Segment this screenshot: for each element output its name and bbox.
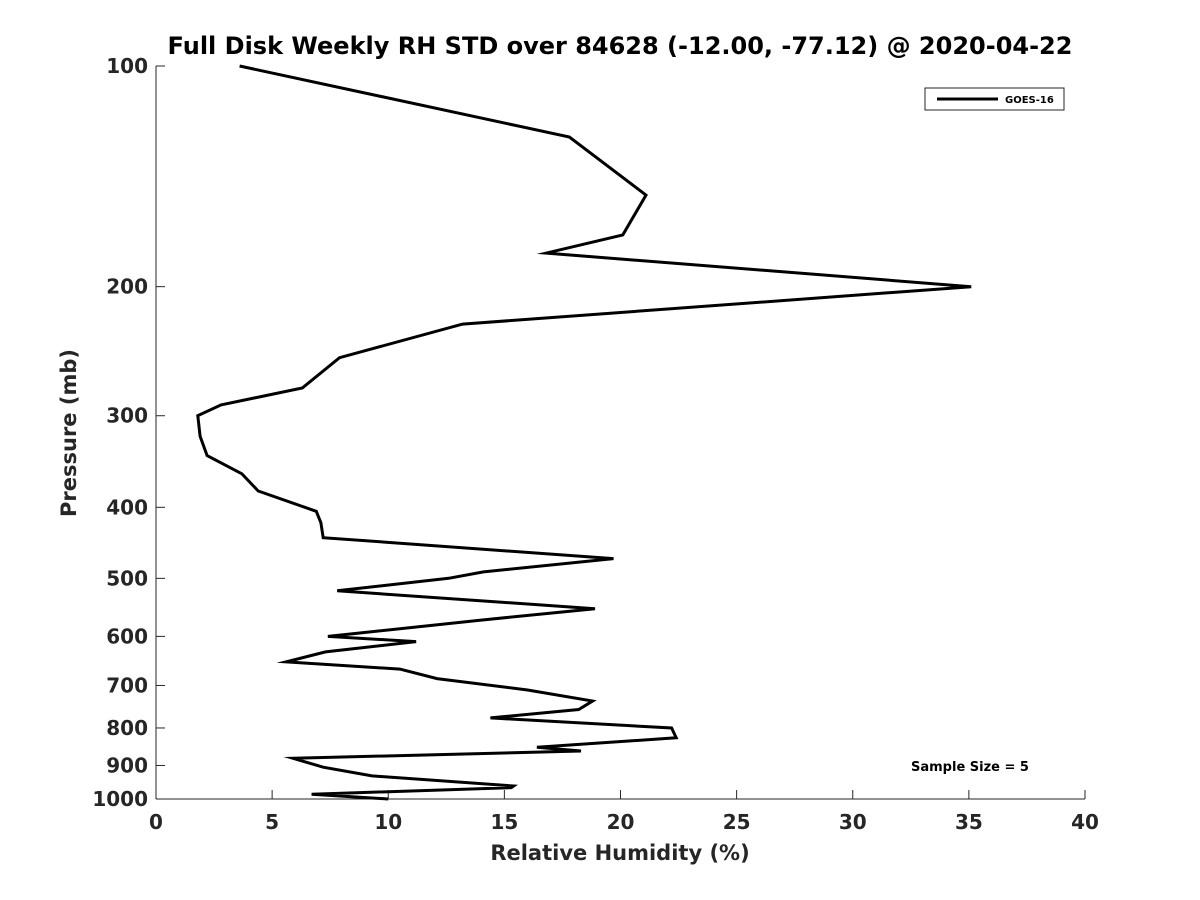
y-tick-label: 500 bbox=[106, 566, 148, 590]
x-tick-label: 5 bbox=[265, 810, 279, 834]
y-tick-label: 900 bbox=[106, 753, 148, 777]
x-tick-label: 0 bbox=[149, 810, 163, 834]
y-tick-label: 600 bbox=[106, 624, 148, 648]
x-tick-label: 30 bbox=[839, 810, 867, 834]
legend: GOES-16 bbox=[924, 87, 1065, 111]
x-axis-label: Relative Humidity (%) bbox=[490, 841, 749, 865]
x-ticks: 0 5 10 15 20 25 30 35 40 bbox=[149, 790, 1099, 834]
x-tick-label: 40 bbox=[1071, 810, 1099, 834]
y-tick-label: 200 bbox=[106, 275, 148, 299]
y-tick-label: 800 bbox=[106, 716, 148, 740]
x-tick-label: 20 bbox=[607, 810, 635, 834]
x-tick-label: 25 bbox=[723, 810, 751, 834]
series-line-goes-16 bbox=[196, 64, 972, 801]
y-tick-label: 400 bbox=[106, 495, 148, 519]
sample-size-annotation: Sample Size = 5 bbox=[911, 760, 1029, 775]
legend-label-goes-16: GOES-16 bbox=[1005, 95, 1054, 106]
x-tick-label: 15 bbox=[490, 810, 518, 834]
x-tick-label: 10 bbox=[374, 810, 402, 834]
y-tick-label: 1000 bbox=[92, 787, 148, 811]
chart-title: Full Disk Weekly RH STD over 84628 (-12.… bbox=[168, 32, 1073, 60]
y-axis-label: Pressure (mb) bbox=[57, 349, 81, 517]
y-tick-label: 700 bbox=[106, 673, 148, 697]
x-tick-label: 35 bbox=[955, 810, 983, 834]
plot-background bbox=[156, 66, 1085, 799]
plot-area: 0 5 10 15 20 25 30 35 40 100 200 300 400 500 600 700 80… bbox=[92, 54, 1099, 834]
y-ticks: 100 200 300 400 500 600 700 800 900 1000 bbox=[92, 54, 165, 811]
y-tick-label: 100 bbox=[106, 54, 148, 78]
y-tick-label: 300 bbox=[106, 404, 148, 428]
